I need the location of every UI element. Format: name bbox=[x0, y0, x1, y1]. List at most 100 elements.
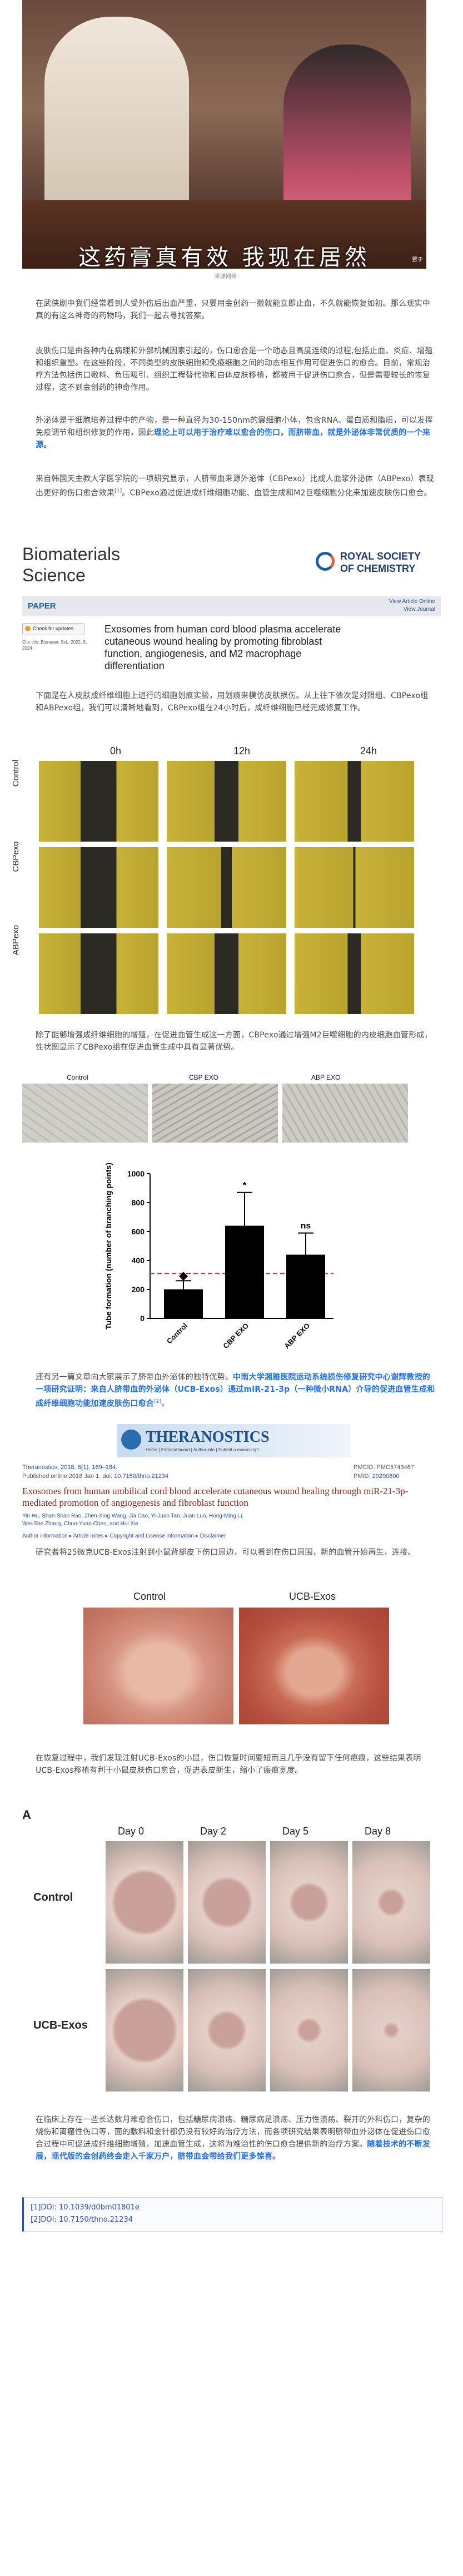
hero-drama-image: 这药膏真有效 我现在居然 置于 bbox=[22, 0, 426, 269]
hero-caption: 来源网络 bbox=[215, 274, 237, 280]
scratch-cell bbox=[39, 933, 158, 1014]
paper1-type-bar: PAPER View Article Online View Journal bbox=[22, 596, 441, 616]
paper2-pmid-link[interactable]: 29290800 bbox=[372, 1473, 400, 1480]
scratch-cell bbox=[167, 847, 286, 928]
paragraph-second-study-text: 还有另一篇文章向大家展示了脐带血外泌体的独特优势。 bbox=[36, 1373, 233, 1382]
paper2-doi-link[interactable]: 10.7150/thno.21234 bbox=[114, 1473, 169, 1480]
wound-row-1: UCB-Exos bbox=[33, 2019, 88, 2031]
tube-label-0: Control bbox=[67, 1074, 88, 1081]
y-axis-label: Tube formation (number of branching poin… bbox=[104, 1163, 113, 1329]
theranostics-banner: THERANOSTICS Home | Editorial board | Au… bbox=[117, 1424, 350, 1457]
wound-col-1: Day 2 bbox=[200, 1826, 227, 1837]
citation-1[interactable]: [1] bbox=[114, 488, 122, 494]
tube-image-abp bbox=[282, 1084, 408, 1143]
reference-2[interactable]: [2]DOI: 10.7150/thno.21234 bbox=[31, 2216, 133, 2224]
paragraph-angiogenesis: 除了能够增强成纤维细胞的增殖，在促进血管生成这一方面，CBPexo通过增强M2巨… bbox=[36, 1031, 432, 1052]
paper2-pmcid: PMCID: PMC5743467 bbox=[354, 1464, 414, 1471]
paper2-journal-sub: Home | Editorial board | Author info | S… bbox=[146, 1447, 259, 1452]
wound-photo bbox=[106, 1969, 183, 2092]
check-updates-icon bbox=[25, 626, 31, 631]
scratch-cell bbox=[167, 933, 286, 1014]
paper2-citation: Theranostics. 2018; 8(1): 169–184. bbox=[22, 1464, 118, 1471]
scratch-assay-figure: 0h 12h 24h Control CBPexo ABPexo bbox=[11, 745, 441, 1021]
scratch-row-1: CBPexo bbox=[11, 841, 21, 872]
paper1-publisher-line1: ROYAL SOCIETY bbox=[340, 551, 421, 562]
scratch-cell bbox=[295, 847, 414, 928]
wound-photo bbox=[270, 1841, 348, 1964]
tube-image-control bbox=[22, 1084, 148, 1143]
scratch-cell bbox=[39, 761, 158, 842]
category-label: ABP EXO bbox=[282, 1322, 311, 1351]
paper1-cite-line1: Cite this: Biomater. Sci., 2022, 9, bbox=[22, 640, 87, 645]
mouse-image-ucb bbox=[239, 1608, 389, 1724]
scratch-row-2: ABPexo bbox=[11, 924, 21, 956]
scratch-cell bbox=[39, 847, 158, 928]
scratch-cell bbox=[295, 933, 414, 1014]
wound-photo bbox=[188, 1841, 266, 1964]
paragraph-second-study: 还有另一篇文章向大家展示了脐带血外泌体的独特优势。中南大学湘雅医院运动系统损伤修… bbox=[36, 1371, 436, 1410]
paper1-view-article[interactable]: View Article Online bbox=[389, 599, 435, 605]
hero-subtitle: 这药膏真有效 我现在居然 bbox=[78, 245, 370, 269]
paragraph-korea-text-end: 。CBPexo通过促进成纤维细胞功能、血管生成和M2巨噬细胞分化来加速皮肤伤口愈… bbox=[122, 488, 432, 498]
paper2-authors-1[interactable]: Yin Hu, Shan-Shan Rao, Zhen-Xing Wang, J… bbox=[22, 1513, 244, 1519]
paragraph-intro: 在武侠剧中我们经常看到人受外伤后出血严重，只要用金创药一撒就能立即止血，不久就能… bbox=[36, 299, 430, 320]
paper2-journal: THERANOSTICS bbox=[146, 1428, 270, 1446]
y-tick-label: 800 bbox=[132, 1198, 145, 1207]
y-tick-label: 1000 bbox=[127, 1169, 145, 1178]
paper2-pmid: PMID: 29290800 bbox=[354, 1473, 400, 1480]
citation-2[interactable]: [2] bbox=[154, 1399, 162, 1405]
wound-col-2: Day 5 bbox=[282, 1826, 309, 1837]
scratch-cell bbox=[167, 761, 286, 842]
wound-photo bbox=[352, 1969, 430, 2092]
scratch-cell bbox=[295, 761, 414, 842]
y-tick-label: 600 bbox=[132, 1227, 145, 1236]
tube-image-cbp bbox=[152, 1084, 278, 1143]
paragraph-wound-process: 皮肤伤口是由各种内在病理和外部机械因素引起的，伤口愈合是一个动态且高度连续的过程… bbox=[36, 347, 433, 392]
paragraph-conclusion-text: 在临床上存在一些长达数月难愈合伤口，包括糖尿病溃疡、糖尿病足溃疡、压力性溃疡、裂… bbox=[36, 2115, 430, 2149]
paper1-cite-line2: 2024 bbox=[22, 646, 32, 651]
paper1-type: PAPER bbox=[28, 601, 56, 611]
paragraph-recovery: 在恢复过程中，我们发现注射UCB-Exos的小鼠，伤口恢复时间要短而且几乎没有留… bbox=[36, 1754, 421, 1775]
paper2-published: Published online 2018 Jan 1. doi: 10.715… bbox=[22, 1473, 168, 1480]
paper2-authors-2[interactable]: Wei-She Zhang, Chun-Yuan Chen, and Hui X… bbox=[22, 1521, 138, 1527]
paper1-title: Exosomes from human cord blood plasma ac… bbox=[104, 624, 341, 671]
marker-diamond bbox=[179, 1272, 188, 1281]
wound-healing-figure: A Day 0 Day 2 Day 5 Day 8 Control UCB-Ex… bbox=[22, 1808, 441, 2108]
paragraph-second-study-end: 。 bbox=[161, 1399, 170, 1408]
check-updates-button[interactable]: Check for updates bbox=[22, 623, 84, 635]
scratch-col-1: 12h bbox=[233, 745, 251, 757]
wound-panel-label: A bbox=[22, 1808, 31, 1822]
paragraph-scratch-assay: 下面是在人皮肤成纤维细胞上进行的细胞划痕实验，用划痕来模仿皮肤损伤。从上往下依次… bbox=[36, 691, 429, 713]
significance-label: ns bbox=[301, 1222, 311, 1231]
paper1-view-journal[interactable]: View Journal bbox=[403, 606, 435, 612]
rsc-logo-icon bbox=[316, 552, 335, 571]
y-tick-label: 200 bbox=[132, 1285, 145, 1294]
category-label: CBP EXO bbox=[221, 1322, 250, 1351]
y-tick-label: 0 bbox=[140, 1314, 145, 1323]
paragraph-korea-text: 来自韩国天主教大学医学院的一项研究显示，人脐带血来源外泌体（CBPexo）比成人… bbox=[36, 474, 435, 498]
mouse-label-control: Control bbox=[133, 1591, 166, 1602]
paragraph-exosome-text: 外泌体是干细胞培养过程中的产物，是一种直径为30-150nm的囊细胞小体，包含R… bbox=[36, 416, 433, 437]
paragraph-korea-study: 来自韩国天主教大学医学院的一项研究显示，人脐带血来源外泌体（CBPexo）比成人… bbox=[36, 473, 436, 500]
wound-photo bbox=[188, 1969, 266, 2092]
bar-0 bbox=[164, 1289, 203, 1318]
check-updates-label: Check for updates bbox=[33, 626, 74, 631]
paper2-links[interactable]: Author information ▸ Article notes ▸ Cop… bbox=[22, 1533, 226, 1539]
paper2-published-label: Published online 2018 Jan 1. doi: bbox=[22, 1473, 113, 1480]
wound-photo bbox=[106, 1841, 183, 1964]
tube-formation-chart: 0 200 400 600 800 1000 Tube formation (number … bbox=[104, 1163, 333, 1351]
wound-row-0: Control bbox=[33, 1891, 73, 1903]
mouse-images-figure: Control UCB-Exos bbox=[83, 1591, 417, 1730]
hero-table bbox=[22, 200, 426, 269]
wound-col-0: Day 0 bbox=[118, 1826, 145, 1837]
paper1-journal-line2: Science bbox=[22, 565, 86, 585]
bar-2 bbox=[286, 1254, 325, 1318]
paragraph-exosome: 外泌体是干细胞培养过程中的产物，是一种直径为30-150nm的囊细胞小体，包含R… bbox=[36, 414, 436, 451]
paper1-publisher-line2: OF CHEMISTRY bbox=[340, 563, 416, 574]
paragraph-conclusion: 在临床上存在一些长达数月难愈合伤口，包括糖尿病溃疡、糖尿病足溃疡、压力性溃疡、裂… bbox=[36, 2114, 436, 2163]
mouse-image-control bbox=[83, 1608, 233, 1724]
reference-1[interactable]: [1]DOI: 10.1039/d0bm01801e bbox=[31, 2203, 140, 2212]
wound-photo bbox=[270, 1969, 348, 2092]
hero-corner-text: 置于 bbox=[412, 257, 423, 263]
